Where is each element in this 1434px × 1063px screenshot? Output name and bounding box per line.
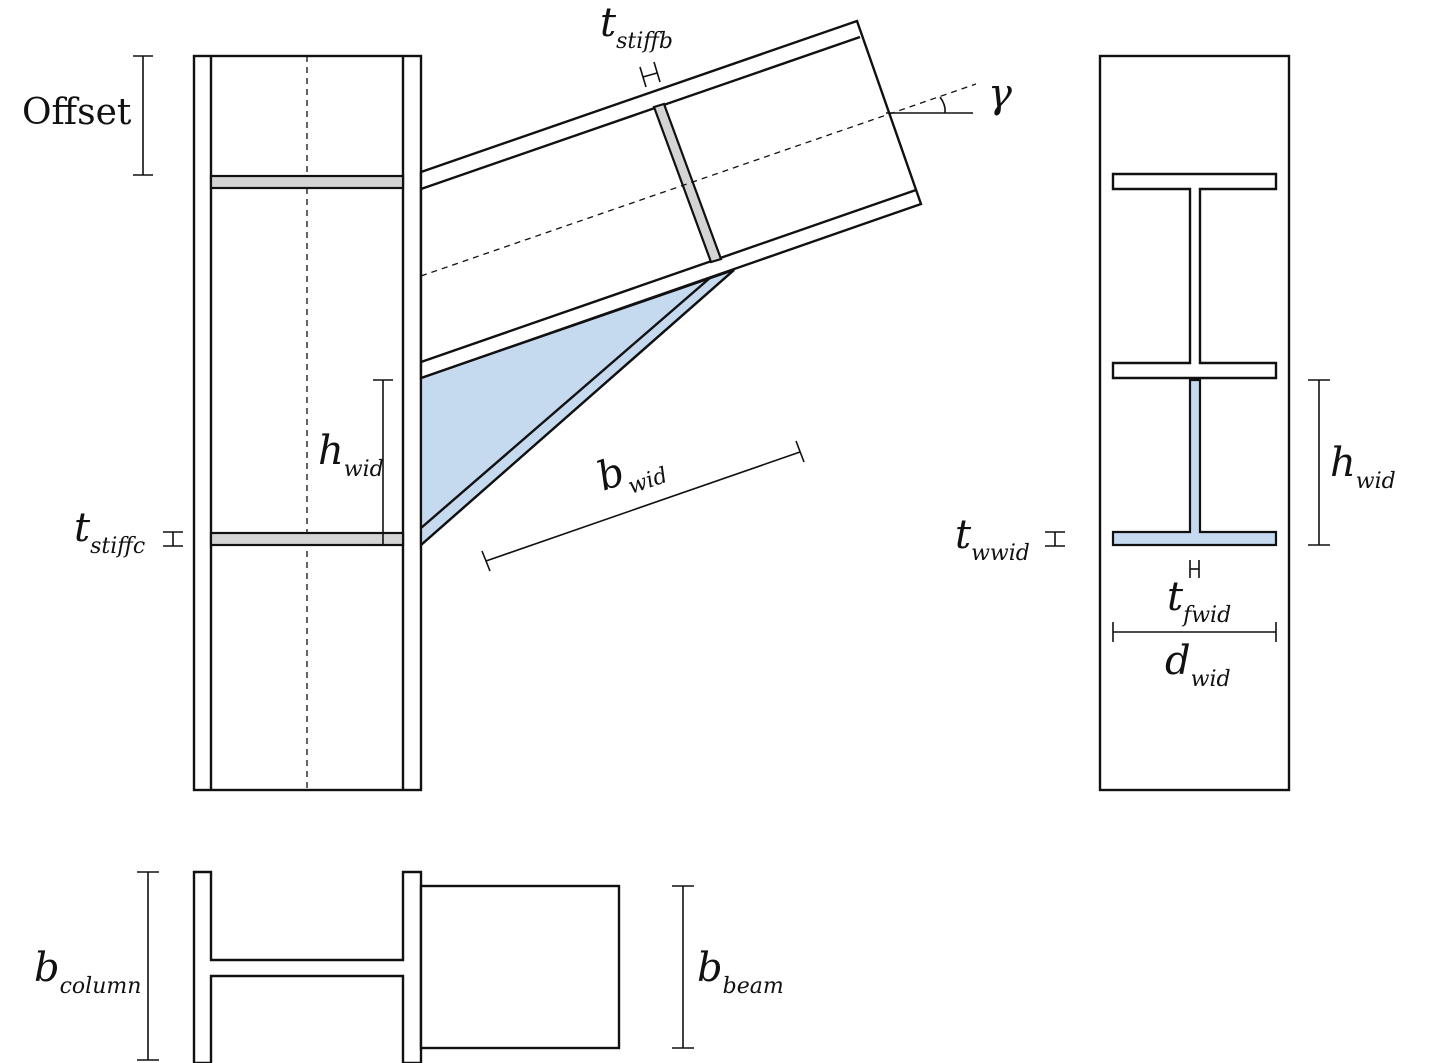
t-stiffb-label: tstiffb — [600, 0, 673, 54]
haunch-elevation — [419, 268, 735, 548]
t-stiffc-label: tstiffc — [74, 505, 145, 559]
t-wwid-dimension — [1045, 531, 1065, 547]
gamma-label: γ — [988, 71, 1012, 117]
b-wid-label: bwid — [591, 436, 671, 508]
column-bottom-stiffener — [209, 531, 405, 547]
d-wid-label: dwid — [1165, 638, 1231, 692]
plan-view — [192, 870, 621, 1063]
b-column-dimension — [137, 871, 159, 1061]
offset-label: Offset — [22, 92, 132, 133]
gamma-arc — [939, 96, 946, 114]
h-wid-right-label: hwid — [1330, 440, 1396, 494]
beam-i-section — [1111, 172, 1278, 380]
t-wwid-label: twwid — [955, 512, 1030, 566]
d-wid-dimension — [1112, 622, 1277, 642]
column-elevation — [192, 54, 423, 792]
beam-outline — [419, 19, 923, 380]
offset-dimension — [133, 55, 153, 176]
haunch-t-section — [1111, 378, 1278, 547]
haunch-section-view — [1098, 54, 1291, 792]
t-stiffc-dimension — [163, 531, 183, 547]
beam-plan-section — [419, 884, 621, 1050]
beam-stiffener — [652, 102, 723, 264]
t-fwid-dimension — [1189, 560, 1200, 578]
column-plan-section — [192, 870, 423, 1063]
h-wid-left-label: hwid — [318, 428, 384, 482]
beam-centerline — [420, 83, 977, 277]
b-column-label: bcolumn — [34, 945, 141, 999]
b-beam-label: bbeam — [697, 945, 784, 999]
h-wid-left-dimension — [373, 379, 393, 546]
column-top-stiffener — [209, 174, 405, 190]
t-fwid-label: tfwid — [1167, 574, 1231, 628]
haunch-flange-outer — [420, 269, 735, 546]
h-wid-right-dimension — [1308, 379, 1330, 546]
b-beam-dimension — [672, 885, 694, 1049]
haunch-flange-inner — [420, 270, 719, 529]
t-stiffb-dimension — [639, 61, 661, 88]
beam-top-flange-line — [420, 35, 861, 191]
beam-bottom-flange-line — [420, 188, 917, 364]
b-wid-dimension — [481, 440, 805, 572]
beam-elevation — [419, 19, 977, 380]
